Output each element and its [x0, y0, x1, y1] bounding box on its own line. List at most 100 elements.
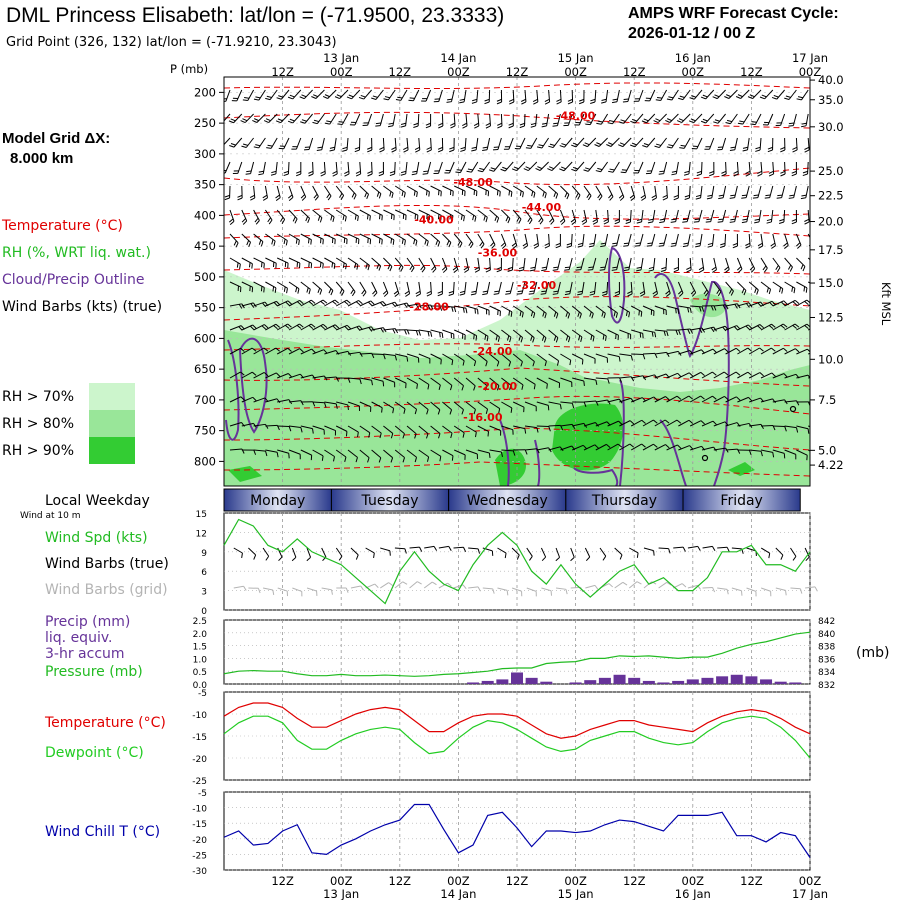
pressure-tick-label: 836	[818, 655, 835, 665]
precip-bar	[525, 677, 538, 684]
temperature-contour-label: -48.00	[453, 176, 493, 189]
precip-accum-label: 3-hr accum	[45, 646, 125, 662]
kft-tick-label: 4.22	[818, 458, 844, 472]
pressure-tick-label: 834	[818, 668, 835, 678]
pressure-tick-label: 350	[194, 178, 216, 192]
precip-bar	[686, 679, 699, 684]
weekday-name: Tuesday	[361, 493, 419, 509]
temperature-contour-label: -48.00	[556, 109, 596, 122]
precip-bar	[584, 680, 597, 684]
weekday-bar: Monday Tuesday Wednesday Thursday Friday	[223, 488, 801, 512]
weekday-name: Wednesday	[467, 493, 548, 509]
precip-bar	[789, 682, 802, 684]
time-hour-label: 12Z	[389, 874, 412, 888]
temperature-contour-label: -24.00	[473, 345, 513, 358]
time-hour-label: 12Z	[389, 65, 412, 79]
time-hour-label: 00Z	[682, 65, 705, 79]
weekday-name: Friday	[720, 493, 762, 509]
time-hour-label: 00Z	[447, 65, 470, 79]
pressure-tick-label: 838	[818, 643, 835, 653]
time-date-label: 16 Jan	[675, 887, 711, 900]
time-date-label: 17 Jan	[792, 887, 828, 900]
time-hour-label: 12Z	[623, 65, 646, 79]
kft-tick-label: 17.5	[818, 243, 844, 257]
rh-legend-label: RH > 90%	[2, 443, 74, 459]
pressure-line	[223, 631, 811, 677]
panel-tick-label: 0.5	[193, 668, 207, 678]
wind-panel: 0 3 6 9 12 15	[196, 510, 818, 617]
panel-tick-label: 2.0	[193, 630, 208, 640]
panel-tick-label: -5	[198, 789, 207, 799]
pressure-tick-label: 450	[194, 239, 216, 253]
panel-tick-label: 12	[196, 529, 207, 539]
pressure-tick-label: 842	[818, 617, 835, 627]
panel-tick-label: -30	[192, 867, 207, 877]
kft-tick-label: 30.0	[818, 120, 844, 134]
rh-legend-label: RH > 70%	[2, 389, 74, 405]
pressure-tick-label: 600	[194, 331, 216, 345]
temperature-contour-labels: -48.00 -48.00 -44.00 -40.00 -36.00 -32.00 -28.…	[409, 109, 595, 423]
temperature-panel: -25 -20 -15 -10 -5	[192, 689, 811, 787]
wind-barbs-grid-label: Wind Barbs (grid)	[45, 582, 168, 598]
time-hour-label: 12Z	[740, 65, 763, 79]
pressure-tick-label: 200	[194, 85, 216, 99]
panel-tick-label: -15	[192, 820, 207, 830]
wind-barbs-true-label: Wind Barbs (true)	[45, 556, 169, 572]
time-date-label: 16 Jan	[675, 51, 711, 65]
panel-tick-label: 0	[201, 607, 207, 617]
kft-tick-label: 15.0	[818, 276, 844, 290]
rh-legend-swatch	[89, 383, 135, 410]
model-grid-value: 8.000 km	[10, 150, 73, 167]
panel-tick-label: 15	[196, 510, 207, 520]
temperature-contour-label: -36.00	[478, 247, 518, 260]
precip-bar	[760, 679, 773, 684]
time-hour-label: 12Z	[271, 65, 294, 79]
temperature-contour-label: -16.00	[463, 411, 503, 424]
time-hour-label: 00Z	[564, 874, 587, 888]
precip-bar	[716, 676, 729, 684]
legend-temperature: Temperature (°C)	[1, 218, 123, 234]
temperature-contour-label: -32.00	[517, 279, 557, 292]
pressure-tick-label: 400	[194, 208, 216, 222]
time-hour-label: 12Z	[271, 874, 294, 888]
time-date-label: 17 Jan	[792, 51, 828, 65]
pressure-unit: (mb)	[856, 645, 889, 661]
panel-tick-label: -20	[192, 755, 207, 765]
precip-label: Precip (mm)	[45, 614, 130, 630]
pressure-axis: 200 250 300 350 400 450 500 550 600 650 700 750 800	[194, 85, 224, 468]
temperature-contour-label: -28.00	[409, 301, 449, 314]
kft-axis-title: Kft MSL	[879, 282, 893, 326]
time-hour-label: 12Z	[623, 874, 646, 888]
dewpoint-line	[223, 715, 811, 759]
kft-tick-label: 35.0	[818, 93, 844, 107]
page-title: DML Princess Elisabeth: lat/lon = (-71.9…	[6, 4, 504, 27]
temperature-contour-label: -20.00	[478, 380, 518, 393]
pressure-tick-label: 750	[194, 424, 216, 438]
time-hour-label: 00Z	[447, 874, 470, 888]
time-hour-label: 12Z	[740, 874, 763, 888]
weekday-label: Local Weekday	[45, 493, 150, 509]
forecast-cycle-value: 2026-01-12 / 00 Z	[628, 25, 755, 42]
time-date-label: 14 Jan	[440, 51, 476, 65]
temperature-label: Temperature (°C)	[44, 715, 166, 731]
kft-axis: 40.0 35.0 30.0 25.0 22.5 20.0 17.5 15.0 12.5 10.0…	[810, 73, 844, 472]
forecast-cycle-label: AMPS WRF Forecast Cycle:	[628, 5, 839, 22]
cross-section-wind-barbs	[224, 89, 810, 463]
time-hour-label: 00Z	[330, 65, 353, 79]
kft-tick-label: 20.0	[818, 215, 844, 229]
precip-bar	[642, 680, 655, 684]
pressure-tick-label: 650	[194, 362, 216, 376]
panel-tick-label: 9	[201, 549, 207, 559]
temperature-contour-label: -44.00	[522, 201, 562, 214]
precip-bar	[774, 681, 787, 684]
time-date-label: 13 Jan	[323, 51, 359, 65]
weekday-name: Thursday	[591, 493, 657, 509]
precip-bar	[657, 682, 670, 684]
pressure-tick-label: 832	[818, 681, 835, 691]
pressure-tick-label: 250	[194, 116, 216, 130]
panel-tick-label: -15	[192, 733, 207, 743]
precip-pressure-panel: 0.0 0.5 1.0 1.5 2.0 2.5 832 834 836 838 840 842	[193, 617, 836, 691]
panel-tick-label: -25	[192, 777, 207, 787]
